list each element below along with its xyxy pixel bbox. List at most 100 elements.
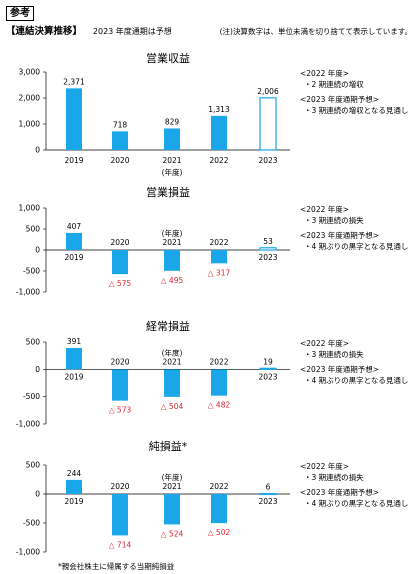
category-label: 2022 [209, 156, 228, 165]
side-note: <2023 年度通期予想> [300, 230, 379, 240]
y-tick-label: 2,000 [19, 94, 41, 103]
side-note: ・4 期ぶりの黒字となる見通し [304, 241, 408, 251]
y-tick-label: 1,000 [19, 204, 41, 213]
data-label: 53 [263, 237, 273, 246]
data-label: 19 [263, 357, 273, 366]
y-tick-label: 500 [26, 225, 41, 234]
bar [211, 369, 227, 396]
chart-title: 純損益* [149, 439, 188, 453]
category-label: 2019 [64, 156, 83, 165]
y-tick-label: 500 [26, 461, 41, 470]
side-note: <2022 年度> [300, 338, 349, 348]
category-label: 2020 [110, 238, 129, 247]
data-label: △ 482 [208, 401, 231, 410]
data-label: △ 714 [109, 540, 132, 549]
category-note: (年度) [162, 167, 183, 177]
data-label: 2,371 [63, 77, 85, 86]
footnote: *親会社株主に帰属する当期純損益 [58, 561, 175, 571]
side-note: <2022 年度> [300, 68, 349, 78]
side-note: <2023 年度通期予想> [300, 364, 379, 374]
y-tick-label: -500 [23, 267, 40, 276]
data-label: 2,006 [257, 87, 279, 96]
chart-title: 営業収益 [146, 51, 190, 65]
y-tick-label: 0 [35, 490, 40, 499]
y-tick-label: 1,000 [19, 120, 41, 129]
data-label: △ 575 [109, 279, 132, 288]
data-label: 391 [67, 337, 82, 346]
bar [211, 494, 227, 524]
y-tick-label: 500 [26, 338, 41, 347]
category-label: 2023 [258, 253, 277, 262]
category-label: 2021 [162, 357, 181, 366]
bar [259, 493, 277, 496]
side-note: ・3 期連続の損失 [304, 349, 364, 359]
side-note: ・4 期ぶりの黒字となる見通し [304, 375, 408, 385]
bar [66, 232, 82, 250]
chart-title: 営業損益 [146, 185, 190, 199]
y-tick-label: 0 [35, 146, 40, 155]
category-label: 2021 [162, 238, 181, 247]
category-label: 2022 [209, 357, 228, 366]
side-note: ・3 期連続の損失 [304, 215, 364, 225]
data-label: △ 317 [208, 268, 231, 277]
category-label: 2023 [258, 372, 277, 381]
category-label: 2020 [110, 357, 129, 366]
category-label: 2023 [258, 156, 277, 165]
category-label: 2019 [64, 497, 83, 506]
category-label: 2022 [209, 238, 228, 247]
category-label: 2019 [64, 372, 83, 381]
section-title: 【連結決算推移】 [6, 26, 83, 37]
data-label: 407 [67, 222, 82, 231]
bar [112, 250, 128, 275]
page-header: 【連結決算推移】 2023 年度通期は予想 (注)決算数字は、単位未満を切り捨て… [6, 26, 416, 38]
data-label: 718 [113, 120, 128, 129]
data-label: △ 524 [161, 529, 184, 538]
reference-badge: 参考 [6, 6, 34, 21]
category-label: 2022 [209, 482, 228, 491]
bar [164, 250, 180, 271]
side-note: <2023 年度通期予想> [300, 94, 379, 104]
category-note: (年度) [162, 228, 183, 238]
bar [259, 367, 277, 370]
y-tick-label: -1,000 [16, 288, 40, 297]
y-tick-label: -1,000 [16, 420, 40, 429]
bar [66, 88, 82, 150]
rounding-note: (注)決算数字は、単位未満を切り捨てて表示しています。 [219, 27, 412, 36]
data-label: △ 504 [161, 402, 184, 411]
bar [112, 494, 128, 536]
side-note: <2023 年度通期予想> [300, 487, 379, 497]
data-label: △ 502 [208, 528, 231, 537]
category-label: 2019 [64, 253, 83, 262]
category-label: 2021 [162, 482, 181, 491]
category-label: 2020 [110, 482, 129, 491]
data-label: △ 495 [161, 276, 184, 285]
bar [66, 479, 82, 494]
forecast-note: 2023 年度通期は予想 [92, 27, 172, 36]
bar [112, 131, 128, 150]
data-label: 829 [165, 117, 180, 126]
y-tick-label: 3,000 [19, 68, 41, 77]
bar [259, 247, 277, 251]
side-note: <2022 年度> [300, 461, 349, 471]
bar [211, 115, 227, 150]
bar [259, 97, 277, 151]
bar [66, 347, 82, 370]
chart-title: 経常損益 [146, 319, 190, 333]
y-tick-label: -1,000 [16, 548, 40, 557]
data-label: 244 [67, 469, 82, 478]
category-label: 2021 [162, 156, 181, 165]
y-tick-label: -500 [23, 519, 40, 528]
side-note: <2022 年度> [300, 204, 349, 214]
category-note: (年度) [162, 347, 183, 357]
side-note: ・3 期連続の損失 [304, 472, 364, 482]
bar [164, 369, 180, 397]
category-label: 2020 [110, 156, 129, 165]
data-label: 6 [266, 483, 271, 492]
bar [211, 250, 227, 264]
category-note: (年度) [162, 472, 183, 482]
data-label: 1,313 [208, 105, 230, 114]
side-note: ・3 期連続の増収となる見通し [304, 105, 408, 115]
side-note: ・4 期ぶりの黒字となる見通し [304, 498, 408, 508]
bar [164, 494, 180, 525]
